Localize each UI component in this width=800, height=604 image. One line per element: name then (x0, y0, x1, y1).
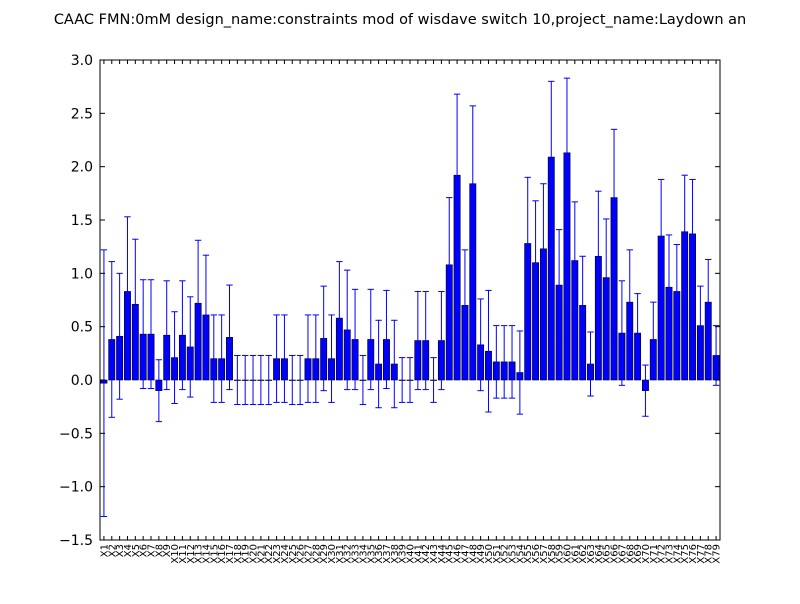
x-tick-label: X78 (704, 544, 715, 564)
x-tick-label: X37 (382, 544, 393, 564)
x-tick-label: X29 (319, 544, 330, 564)
x-tick-label: X70 (641, 544, 652, 564)
x-tick-label: X48 (468, 544, 479, 564)
x-tick-label: X2 (107, 544, 118, 557)
x-tick-label: X63 (586, 544, 597, 564)
x-tick-label: X13 (194, 544, 205, 564)
x-tick-label: X66 (610, 544, 621, 564)
x-tick-label: X40 (406, 544, 417, 564)
y-tick-label: −1.5 (59, 533, 93, 549)
x-tick-label: X34 (358, 544, 369, 564)
x-tick-label: X38 (390, 544, 401, 564)
x-tick-label: X8 (154, 544, 165, 557)
x-tick-label: X44 (437, 544, 448, 564)
x-tick-label: X54 (515, 544, 526, 564)
x-tick-label: X41 (413, 544, 424, 564)
x-tick-label: X42 (421, 544, 432, 564)
x-tick-label: X19 (241, 544, 252, 564)
x-tick-label: X67 (617, 544, 628, 564)
x-tick-label: X61 (570, 544, 581, 564)
x-tick-label: X58 (547, 544, 558, 564)
x-tick-label: X52 (500, 544, 511, 564)
y-tick-label: −1.0 (59, 480, 93, 496)
x-tick-label: X55 (523, 544, 534, 564)
y-tick-label: 3.0 (71, 53, 93, 69)
x-tick-label: X65 (602, 544, 613, 564)
x-tick-label: X60 (562, 544, 573, 564)
x-tick-label: X50 (484, 544, 495, 564)
x-tick-label: X39 (398, 544, 409, 564)
x-tick-label: X74 (672, 544, 683, 564)
x-tick-label: X33 (351, 544, 362, 564)
x-tick-label: X36 (374, 544, 385, 564)
x-tick-label: X47 (460, 544, 471, 564)
y-tick-label: 2.5 (71, 106, 93, 122)
x-tick-label: X30 (327, 544, 338, 564)
x-tick-label: X31 (335, 544, 346, 564)
x-tick-label: X5 (131, 544, 142, 557)
x-tick-label: X45 (445, 544, 456, 564)
x-tick-label: X46 (453, 544, 464, 564)
y-tick-label: 0.0 (71, 373, 93, 389)
x-tick-label: X59 (555, 544, 566, 564)
x-tick-label: X76 (688, 544, 699, 564)
x-tick-label: X21 (256, 544, 267, 564)
x-tick-label: X43 (429, 544, 440, 564)
y-tick-label: 1.0 (71, 266, 93, 282)
x-tick-label: X71 (649, 544, 660, 564)
x-tick-label: X73 (664, 544, 675, 564)
x-tick-label: X56 (531, 544, 542, 564)
x-tick-label: X12 (186, 544, 197, 564)
x-tick-label: X25 (288, 544, 299, 564)
x-tick-label: X77 (696, 544, 707, 564)
x-tick-label: X14 (201, 544, 212, 564)
x-tick-label: X16 (217, 544, 228, 564)
x-tick-label: X22 (264, 544, 275, 564)
x-tick-label: X32 (343, 544, 354, 564)
y-tick-label: 2.0 (71, 160, 93, 176)
x-tick-label: X17 (225, 544, 236, 564)
x-tick-label: X1 (99, 544, 110, 557)
y-tick-label: −0.5 (59, 426, 93, 442)
x-tick-label: X26 (296, 544, 307, 564)
x-tick-label: X24 (280, 544, 291, 564)
chart-title: CAAC FMN:0mM design_name:constraints mod… (54, 12, 746, 28)
plot-area: −1.5−1.0−0.50.00.51.01.52.02.53.0X1X2X3X… (59, 53, 723, 564)
x-tick-label: X3 (115, 544, 126, 557)
x-tick-label: X6 (139, 544, 150, 557)
x-tick-label: X64 (594, 544, 605, 564)
x-tick-label: X49 (476, 544, 487, 564)
x-tick-label: X23 (272, 544, 283, 564)
x-tick-label: X57 (539, 544, 550, 564)
x-tick-label: X72 (657, 544, 668, 564)
x-tick-label: X53 (508, 544, 519, 564)
y-tick-label: 1.5 (71, 213, 93, 229)
x-tick-label: X35 (366, 544, 377, 564)
x-tick-label: X62 (578, 544, 589, 564)
y-tick-label: 0.5 (71, 320, 93, 336)
x-tick-label: X7 (147, 544, 158, 557)
x-tick-label: X51 (492, 544, 503, 564)
x-tick-label: X27 (303, 544, 314, 564)
x-tick-label: X4 (123, 544, 134, 557)
x-tick-label: X11 (178, 544, 189, 564)
x-tick-label: X28 (311, 544, 322, 564)
x-tick-label: X75 (680, 544, 691, 564)
x-tick-label: X69 (633, 544, 644, 564)
x-tick-label: X9 (162, 544, 173, 557)
x-tick-label: X10 (170, 544, 181, 564)
x-tick-label: X79 (712, 544, 723, 564)
x-tick-label: X18 (233, 544, 244, 564)
x-tick-label: X20 (249, 544, 260, 564)
x-tick-label: X15 (209, 544, 220, 564)
x-tick-label: X68 (625, 544, 636, 564)
